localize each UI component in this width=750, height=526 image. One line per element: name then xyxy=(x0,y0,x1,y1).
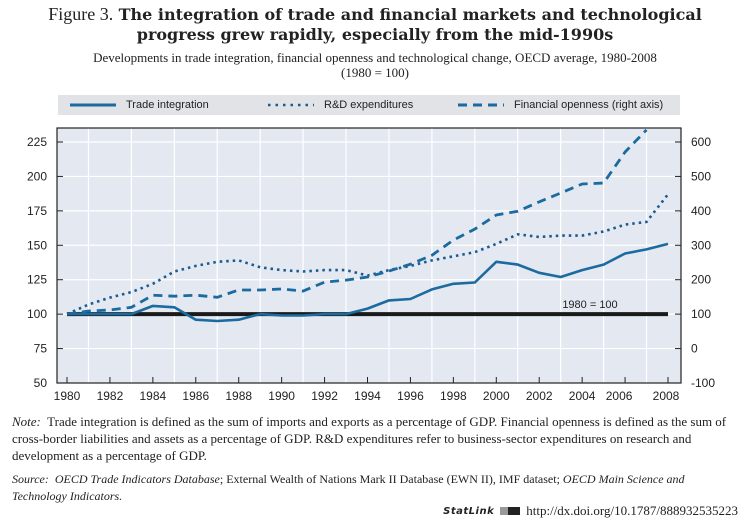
x-axis-tick-label: 1980 xyxy=(54,389,81,403)
statlink-icon xyxy=(500,507,521,515)
x-axis-tick-label: 1982 xyxy=(97,389,124,403)
right-axis-tick-label: 0 xyxy=(691,342,698,356)
x-axis-tick-label: 2002 xyxy=(526,389,553,403)
figure-title: Figure 3. The integration of trade and f… xyxy=(0,4,750,45)
x-axis-tick-label: 1990 xyxy=(268,389,295,403)
left-axis-tick-label: 100 xyxy=(27,307,47,321)
subtitle-line-2: (1980 = 100) xyxy=(341,65,409,80)
legend-item-financial: Financial openness (right axis) xyxy=(458,95,663,115)
right-axis-tick-label: 600 xyxy=(691,135,711,149)
statlink-url[interactable]: http://dx.doi.org/10.1787/888932535223 xyxy=(526,503,738,518)
chart-legend: Trade integration R&D expenditures Finan… xyxy=(58,95,680,115)
figure-subtitle: Developments in trade integration, finan… xyxy=(0,50,750,80)
x-axis-tick-label: 1992 xyxy=(311,389,338,403)
x-axis-tick-label: 2008 xyxy=(653,389,680,403)
right-axis-tick-label: 100 xyxy=(691,307,711,321)
legend-swatch-dashed xyxy=(458,103,504,107)
right-axis-tick-label: 500 xyxy=(691,169,711,183)
figure-label: Figure 3. xyxy=(48,4,114,24)
right-axis-tick-label: 400 xyxy=(691,204,711,218)
left-axis-tick-label: 175 xyxy=(27,204,47,218)
left-axis-tick-label: 225 xyxy=(27,135,47,149)
x-axis-tick-label: 2006 xyxy=(606,389,633,403)
right-axis-tick-label: -100 xyxy=(691,376,715,390)
source-part-3: OECD Main Science and Technology Indicat… xyxy=(12,472,685,503)
reference-line-group: 1980 = 100 xyxy=(67,299,668,317)
plot-frame xyxy=(56,127,682,384)
left-axis-tick-label: 75 xyxy=(34,342,48,356)
series-group xyxy=(66,128,670,323)
legend-item-rd: R&D expenditures xyxy=(268,95,413,115)
source-part-1: OECD Trade Indicators Database xyxy=(54,472,220,486)
title-line-2: progress grew rapidly, especially from t… xyxy=(136,25,614,44)
left-axis-tick-label: 125 xyxy=(27,273,47,287)
note-label: Note: xyxy=(12,414,41,429)
left-axis-tick-label: 50 xyxy=(34,376,48,390)
x-axis-tick-label: 1984 xyxy=(140,389,167,403)
title-line-1: The integration of trade and financial m… xyxy=(118,5,702,24)
source-label: Source: xyxy=(12,472,49,486)
legend-label-trade: Trade integration xyxy=(126,99,209,111)
x-axis-tick-label: 1994 xyxy=(354,389,381,403)
x-axis-tick-label: 1988 xyxy=(225,389,252,403)
figure-source: Source: OECD Trade Indicators Database; … xyxy=(12,471,742,505)
reference-line-label: 1980 = 100 xyxy=(562,299,617,311)
left-axis-tick-label: 200 xyxy=(27,169,47,183)
axes-group: 50 75 100 125 150 175 200 225 -100 0 100 200 300 400 5… xyxy=(27,135,715,403)
legend-swatch-solid xyxy=(70,103,116,107)
statlink: StatLink http://dx.doi.org/10.1787/88893… xyxy=(443,503,738,519)
legend-swatch-dotted xyxy=(268,103,314,107)
subtitle-line-1: Developments in trade integration, finan… xyxy=(93,50,657,65)
source-part-2: ; External Wealth of Nations Mark II Dat… xyxy=(219,472,563,486)
legend-label-financial: Financial openness (right axis) xyxy=(514,99,664,111)
right-axis-tick-label: 300 xyxy=(691,238,711,252)
series-line-trade-integration xyxy=(67,242,669,323)
left-axis-tick-label: 150 xyxy=(27,238,47,252)
legend-item-trade: Trade integration xyxy=(70,95,209,115)
note-text: Trade integration is defined as the sum … xyxy=(12,414,727,463)
plot-area xyxy=(57,128,681,383)
x-axis-tick-label: 1998 xyxy=(440,389,467,403)
x-axis-tick-label: 2000 xyxy=(483,389,510,403)
legend-label-rd: R&D expenditures xyxy=(324,99,414,111)
x-axis-tick-label: 1996 xyxy=(397,389,424,403)
x-axis-tick-label: 1986 xyxy=(182,389,209,403)
x-axis-tick-label: 2004 xyxy=(569,389,596,403)
right-axis-tick-label: 200 xyxy=(691,273,711,287)
figure-note: Note: Trade integration is defined as th… xyxy=(12,413,742,464)
statlink-label: StatLink xyxy=(443,505,495,517)
